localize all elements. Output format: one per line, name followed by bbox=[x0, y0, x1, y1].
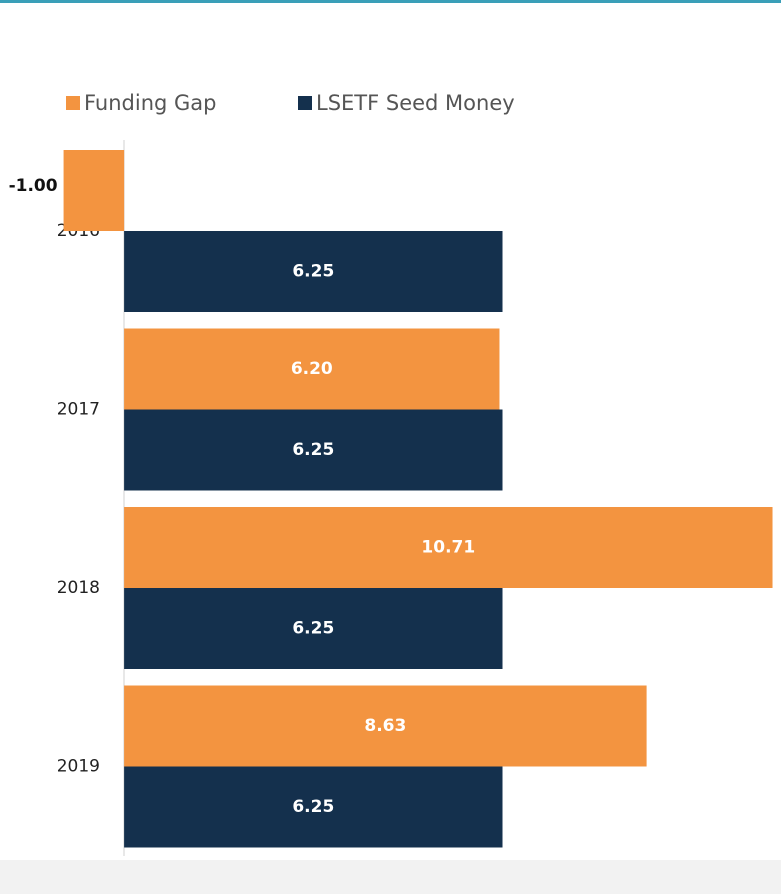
bottom-strip bbox=[0, 860, 781, 894]
bar bbox=[124, 588, 503, 669]
legend-swatch bbox=[298, 96, 312, 110]
value-label: 6.25 bbox=[292, 619, 334, 639]
value-label: 6.25 bbox=[292, 797, 334, 817]
bar bbox=[63, 150, 125, 231]
bar bbox=[124, 409, 503, 491]
bar bbox=[124, 507, 773, 588]
bar bbox=[124, 231, 503, 312]
top-rule bbox=[0, 0, 781, 3]
y-tick-label: 2019 bbox=[57, 757, 100, 777]
y-tick-label: 2017 bbox=[57, 400, 100, 420]
value-label: 6.20 bbox=[291, 359, 333, 379]
value-label: 10.71 bbox=[421, 538, 475, 558]
bar bbox=[124, 685, 647, 767]
legend-label: LSETF Seed Money bbox=[316, 91, 515, 115]
bar bbox=[124, 766, 503, 848]
y-tick-label: 2018 bbox=[57, 578, 100, 598]
value-label: -1.00 bbox=[9, 176, 58, 196]
legend-label: Funding Gap bbox=[84, 91, 217, 115]
value-label: 6.25 bbox=[292, 440, 334, 460]
value-label: 6.25 bbox=[292, 262, 334, 282]
legend-swatch bbox=[66, 96, 80, 110]
bar bbox=[124, 328, 500, 410]
value-label: 8.63 bbox=[364, 716, 406, 736]
